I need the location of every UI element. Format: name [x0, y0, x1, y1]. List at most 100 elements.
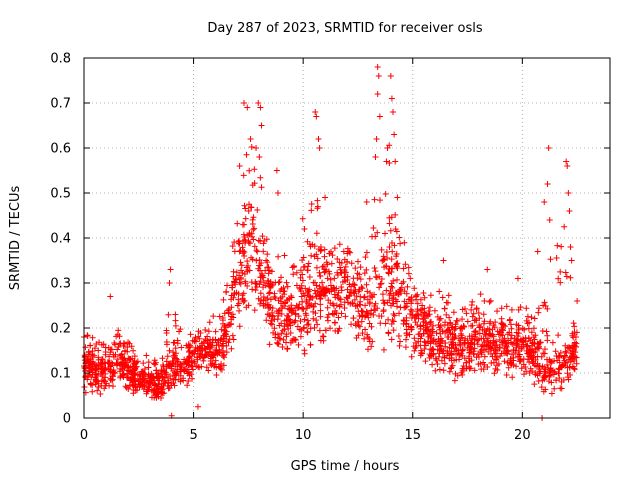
data-point — [546, 372, 553, 379]
data-point — [142, 371, 149, 378]
data-point — [441, 321, 448, 328]
data-point — [572, 343, 579, 350]
data-point — [554, 242, 561, 249]
data-point — [352, 265, 359, 272]
data-point — [379, 291, 386, 298]
data-point — [430, 351, 437, 358]
data-point — [483, 335, 490, 342]
data-point — [378, 246, 385, 253]
data-point — [249, 286, 256, 293]
data-point — [129, 381, 136, 388]
data-point — [146, 383, 153, 390]
data-point — [266, 341, 273, 348]
data-point — [327, 325, 334, 332]
data-point — [328, 260, 335, 267]
data-point — [345, 299, 352, 306]
data-point — [261, 279, 268, 286]
data-point — [401, 239, 408, 246]
data-point — [555, 365, 562, 372]
data-point — [388, 283, 395, 290]
data-point — [107, 376, 114, 383]
data-point — [204, 344, 211, 351]
data-point — [212, 328, 219, 335]
data-point — [237, 247, 244, 254]
data-point — [478, 335, 485, 342]
data-point — [500, 327, 507, 334]
data-point — [418, 347, 425, 354]
data-point — [466, 349, 473, 356]
data-point — [89, 382, 96, 389]
data-point — [372, 154, 379, 160]
data-point — [359, 308, 366, 315]
data-point — [352, 287, 359, 294]
data-point — [287, 306, 294, 313]
data-point — [256, 154, 263, 160]
data-point — [107, 293, 114, 300]
data-point — [401, 288, 408, 295]
data-point — [114, 356, 121, 363]
data-point — [321, 253, 328, 260]
data-point — [236, 307, 243, 314]
data-point — [291, 264, 298, 271]
data-point — [97, 359, 104, 366]
data-point — [253, 257, 260, 264]
y-tick-label: 0.2 — [50, 322, 71, 337]
data-point — [275, 297, 282, 304]
data-point — [305, 321, 312, 328]
data-point — [523, 347, 530, 354]
data-point — [571, 342, 578, 349]
data-point — [541, 299, 548, 306]
data-point — [241, 221, 248, 228]
data-point — [534, 248, 541, 255]
data-point — [363, 266, 370, 273]
data-point — [217, 365, 224, 372]
data-point — [432, 355, 439, 362]
data-point — [395, 332, 402, 339]
data-point — [260, 300, 267, 307]
data-point — [295, 313, 302, 320]
data-point — [194, 403, 201, 410]
data-point — [525, 325, 532, 332]
data-point — [237, 259, 244, 266]
data-point — [238, 275, 245, 282]
data-point — [570, 320, 577, 327]
data-point — [332, 307, 339, 314]
data-point — [507, 355, 514, 362]
data-point — [528, 349, 535, 356]
data-point — [383, 248, 390, 255]
data-point — [497, 344, 504, 351]
data-point — [248, 143, 255, 150]
data-point — [290, 271, 297, 278]
data-point — [486, 326, 493, 333]
data-point — [369, 233, 376, 240]
data-point — [422, 326, 429, 333]
data-point — [380, 346, 387, 353]
data-point — [335, 314, 342, 321]
data-point — [481, 346, 488, 353]
data-point — [359, 285, 366, 292]
data-point — [238, 262, 245, 269]
data-point — [271, 325, 278, 332]
data-point — [368, 323, 375, 330]
data-point — [349, 300, 356, 307]
data-point — [371, 302, 378, 309]
data-point — [387, 290, 394, 297]
data-point — [236, 279, 243, 286]
data-point — [129, 355, 136, 362]
data-point — [212, 337, 219, 344]
data-point — [185, 349, 192, 356]
data-point — [236, 240, 243, 247]
data-point — [486, 320, 493, 327]
data-point — [468, 302, 475, 309]
data-point — [429, 345, 436, 352]
data-point — [398, 280, 405, 287]
data-point — [228, 345, 235, 352]
data-point — [378, 280, 385, 287]
data-point — [564, 374, 571, 381]
data-point — [451, 377, 458, 384]
data-point — [307, 325, 314, 332]
data-point — [299, 257, 306, 264]
data-point — [296, 301, 303, 308]
data-point — [148, 377, 155, 384]
data-point — [314, 203, 321, 210]
